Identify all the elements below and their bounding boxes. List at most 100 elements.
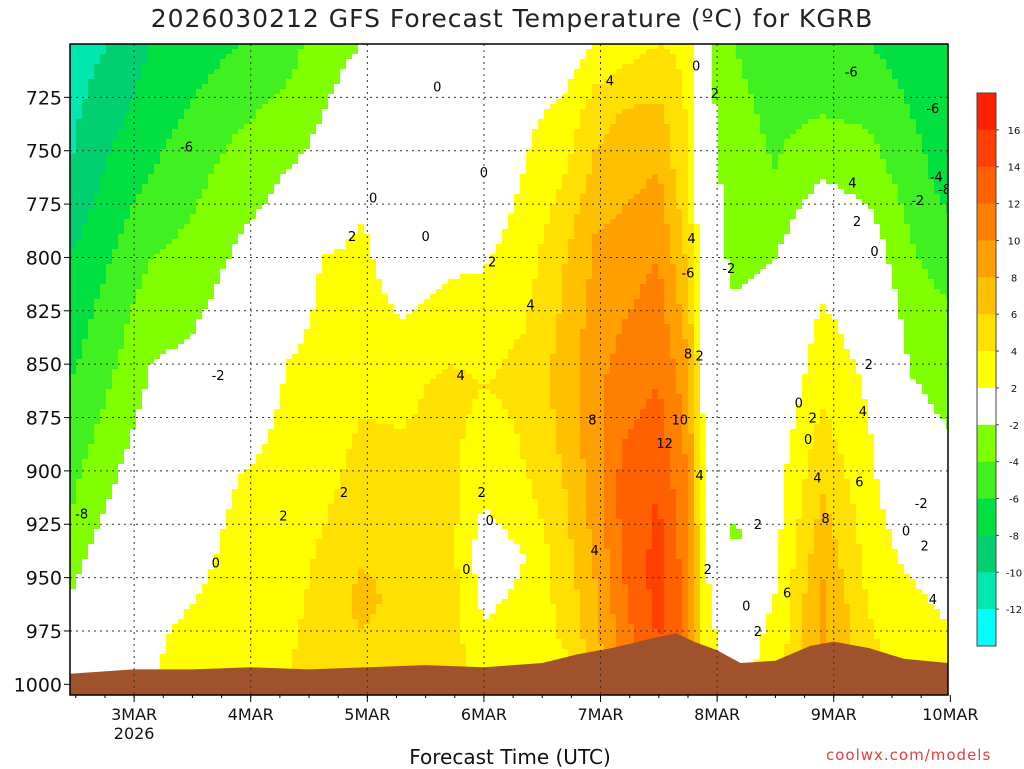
field-cell-3769 [238,549,245,555]
field-cell-486 [88,509,95,515]
field-cell-3835 [244,224,251,230]
field-cell-3114 [208,549,215,555]
field-cell-1211 [124,204,131,210]
field-cell-4211 [262,139,269,145]
field-cell-3892 [244,509,251,515]
field-cell-1477 [136,224,143,230]
field-cell-1494 [136,309,143,315]
field-cell-2071 [160,574,167,580]
field-cell-1746 [148,259,155,265]
field-cell-4261 [262,389,269,395]
field-cell-341 [82,439,89,445]
field-cell-2818 [196,379,203,385]
field-cell-81 [70,449,77,455]
field-cell-4127 [256,374,263,380]
field-cell-496 [88,559,95,565]
field-cell-4470 [274,124,281,130]
field-cell-2465 [178,579,185,585]
field-cell-368 [82,574,89,580]
field-cell-180 [76,289,83,295]
field-cell-941 [112,164,119,170]
field-cell-3156 [214,104,221,110]
field-cell-1998 [160,209,167,215]
field-cell-2670 [190,294,197,300]
field-cell-3293 [220,134,227,140]
field-cell-1641 [142,389,149,395]
field-cell-1848 [154,114,161,120]
field-cell-346 [82,464,89,470]
field-cell-1810 [148,579,155,585]
field-cell-1378 [130,384,137,390]
field-cell-759 [100,564,107,570]
field-cell-4487 [274,209,281,215]
field-cell-4170 [256,589,263,595]
field-cell-4671 [280,474,287,480]
field-cell-935 [112,134,119,140]
field-cell-1172 [118,664,125,670]
field-cell-4921 [292,414,299,420]
field-cell-1479 [136,234,143,240]
field-cell-965 [112,284,119,290]
field-cell-1754 [148,299,155,305]
field-cell-4472 [274,134,281,140]
field-cell-711 [100,324,107,330]
field-cell-2125 [166,189,173,195]
field-cell-952 [112,219,119,225]
field-cell-3048 [208,219,215,225]
field-cell-3167 [214,159,221,165]
field-cell-364 [82,554,89,560]
field-cell-2467 [178,589,185,595]
field-cell-4298 [262,574,269,580]
field-cell-4468 [274,114,281,120]
field-cell-3567 [232,194,239,200]
field-cell-148 [76,129,83,135]
field-cell-1849 [154,119,161,125]
field-cell-2003 [160,234,167,240]
field-cell-3073 [208,344,215,350]
field-cell-2008 [160,259,167,265]
field-cell-589 [94,369,101,375]
field-cell-4289 [262,529,269,535]
field-cell-4081 [256,144,263,150]
field-cell-3288 [220,109,227,115]
field-cell-892 [106,574,113,580]
field-cell-1095 [118,279,125,285]
field-cell-1741 [148,234,155,240]
field-cell-1971 [160,74,167,80]
field-cell-4758 [286,254,293,260]
field-cell-3710 [238,254,245,260]
field-cell-3657 [232,644,239,650]
field-cell-120 [70,644,77,650]
field-cell-3696 [238,184,245,190]
field-cell-4657 [280,404,287,410]
field-cell-1156 [118,584,125,590]
field-cell-918 [112,49,119,55]
field-cell-2950 [202,384,209,390]
field-cell-3762 [238,514,245,520]
field-cell-4443 [268,644,275,650]
field-cell-3191 [214,279,221,285]
field-cell-2966 [202,464,209,470]
field-cell-3602 [232,369,239,375]
field-cell-666 [100,99,107,105]
field-cell-627 [94,559,101,565]
field-cell-4951 [292,564,299,570]
field-cell-2335 [172,584,179,590]
field-cell-1901 [154,379,161,385]
field-cell-2803 [196,304,203,310]
field-cell-3513 [226,579,233,585]
field-cell-3757 [238,489,245,495]
field-cell-4943 [292,524,299,530]
field-cell-2884 [202,54,209,60]
field-cell-2027 [160,354,167,360]
field-cell-738 [100,459,107,465]
field-cell-3224 [214,444,221,450]
field-cell-2085 [160,644,167,650]
field-cell-655 [100,44,107,50]
field-cell-616 [94,504,101,510]
field-cell-264 [82,54,89,60]
field-cell-3002 [202,644,209,650]
field-cell-3810 [244,99,251,105]
field-cell-3741 [238,409,245,415]
field-cell-2834 [196,459,203,465]
